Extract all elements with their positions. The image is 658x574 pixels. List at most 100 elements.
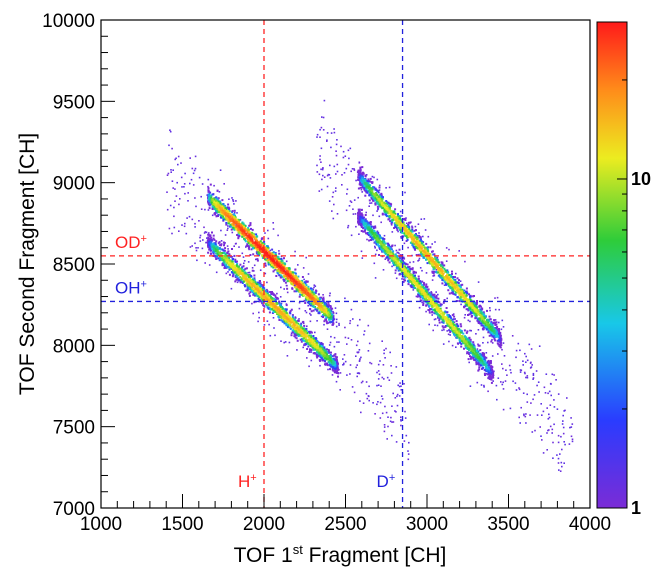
data-point [321, 358, 324, 361]
data-point [220, 211, 223, 214]
data-point [532, 378, 534, 380]
data-point [446, 269, 449, 272]
data-point [328, 351, 331, 354]
data-point [217, 257, 220, 260]
data-point [551, 373, 554, 376]
data-point [223, 212, 226, 214]
data-point [571, 423, 574, 425]
data-point [283, 310, 286, 313]
data-point [274, 253, 277, 256]
data-point [246, 278, 249, 281]
data-point [179, 198, 181, 200]
data-point [233, 209, 236, 212]
data-point [255, 235, 258, 238]
data-point [306, 342, 309, 345]
data-point [243, 227, 246, 230]
data-point [489, 331, 492, 334]
data-point [207, 246, 210, 249]
data-point [211, 247, 214, 250]
data-point [296, 331, 299, 334]
data-point [297, 275, 300, 278]
data-point [215, 204, 218, 207]
data-point [323, 351, 326, 354]
data-point [408, 228, 411, 231]
data-point [235, 278, 238, 281]
data-point [445, 247, 448, 249]
data-point [400, 237, 403, 239]
data-point [249, 273, 251, 276]
data-point [454, 278, 457, 281]
data-point [207, 189, 210, 192]
data-point [390, 372, 393, 374]
data-point [278, 252, 281, 255]
data-point [259, 249, 262, 251]
data-point [342, 156, 345, 159]
data-point [322, 309, 325, 312]
data-point [262, 244, 265, 247]
data-point [278, 300, 281, 303]
data-point [316, 344, 318, 346]
data-point [310, 351, 313, 353]
data-point [259, 250, 262, 253]
data-point [329, 356, 332, 359]
data-point [298, 295, 301, 298]
data-point [316, 136, 318, 138]
data-point [378, 373, 381, 376]
data-point [286, 284, 288, 287]
data-point [283, 322, 286, 325]
data-point [307, 287, 310, 290]
data-point [286, 287, 289, 290]
data-point [553, 374, 555, 376]
data-point [244, 275, 247, 278]
data-point [300, 293, 303, 296]
data-point [415, 254, 418, 256]
data-point [267, 307, 270, 310]
data-point [251, 290, 254, 293]
data-point [269, 254, 272, 257]
data-point [223, 243, 226, 245]
data-point [322, 311, 325, 314]
data-point [377, 401, 379, 403]
data-point [538, 345, 541, 347]
data-point [220, 259, 223, 262]
data-point [292, 278, 295, 281]
data-point [232, 223, 235, 226]
data-point [278, 260, 281, 263]
data-point [210, 199, 213, 202]
data-point [376, 371, 378, 374]
data-point [359, 358, 361, 360]
data-point [368, 399, 370, 402]
data-point [265, 303, 268, 305]
data-point [208, 200, 211, 203]
data-point [253, 264, 256, 267]
data-point [181, 186, 183, 188]
data-point [269, 260, 272, 263]
data-point [316, 355, 319, 358]
data-point [296, 329, 299, 332]
data-point [310, 331, 313, 334]
data-point [212, 203, 215, 205]
data-point [452, 278, 455, 281]
data-point [227, 225, 229, 227]
data-point [536, 384, 538, 387]
data-point [293, 320, 296, 323]
data-point [276, 297, 279, 300]
data-point [280, 286, 282, 289]
data-point [235, 228, 238, 231]
data-point [477, 329, 480, 331]
data-point [376, 190, 379, 193]
data-point [259, 269, 262, 271]
data-point [515, 356, 517, 359]
data-point [241, 235, 244, 238]
data-point [306, 325, 308, 327]
data-point [500, 344, 503, 347]
data-point [246, 230, 249, 233]
data-point [553, 399, 555, 401]
data-point [180, 162, 182, 164]
data-point [526, 359, 529, 362]
data-point [330, 360, 332, 363]
data-point [233, 211, 236, 214]
data-point [326, 351, 329, 353]
data-point [287, 325, 289, 328]
data-point [555, 379, 557, 381]
